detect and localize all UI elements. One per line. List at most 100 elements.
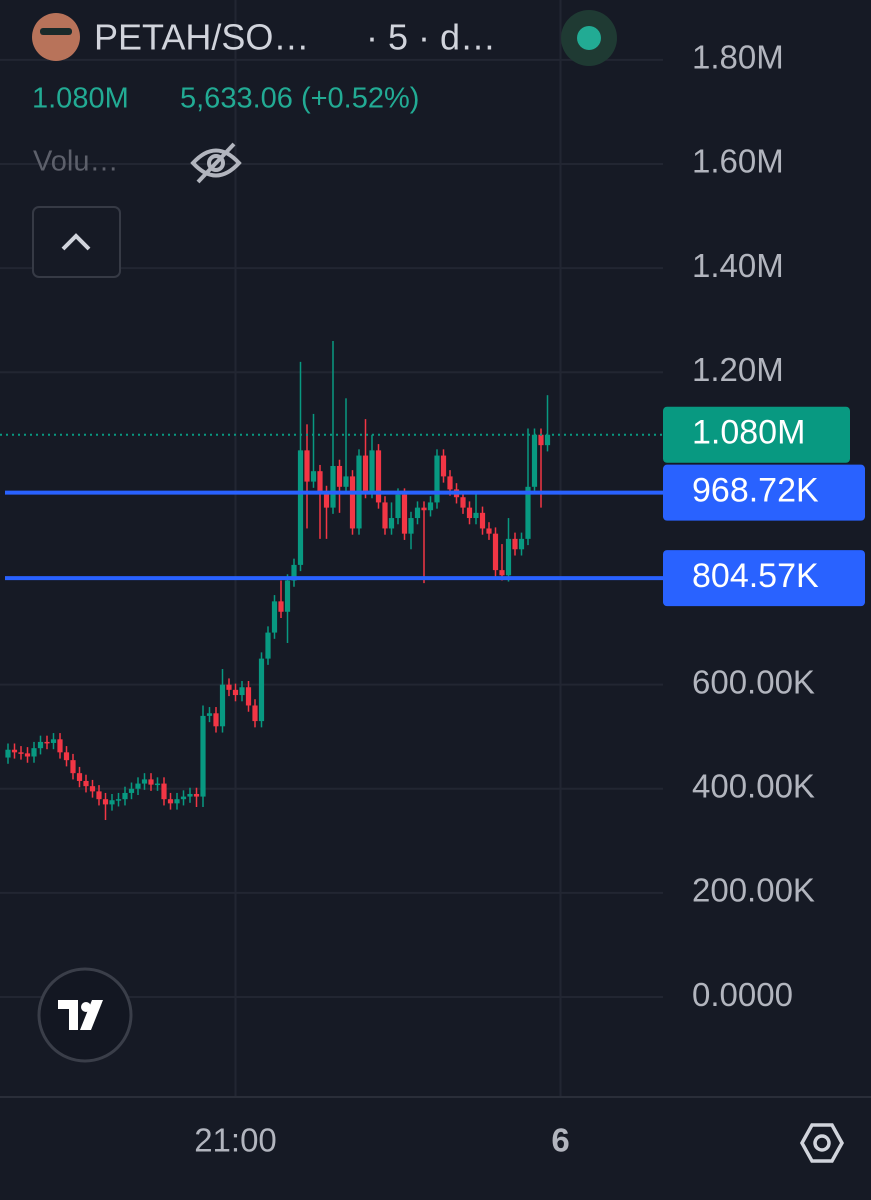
last-price-label: 1.080M xyxy=(692,414,805,452)
candle-body xyxy=(408,518,414,534)
candle-body xyxy=(434,455,440,503)
candle-body xyxy=(304,450,310,482)
candle-body xyxy=(525,486,531,539)
y-tick-label: 1.40M xyxy=(692,247,784,284)
candle-body xyxy=(76,773,83,781)
horizontal-line-label: 804.57K xyxy=(692,557,819,595)
candle-body xyxy=(486,528,492,534)
candle-body xyxy=(265,632,271,659)
candle-body xyxy=(460,497,466,508)
candle-body xyxy=(291,564,297,581)
chevron-up xyxy=(61,233,91,251)
candle-body xyxy=(375,450,382,503)
x-tick-label: 21:00 xyxy=(194,1122,277,1159)
candle-body xyxy=(362,455,369,493)
candle-body xyxy=(70,760,76,774)
candle-body xyxy=(44,741,50,744)
candle-body xyxy=(427,502,434,511)
candle-body xyxy=(297,450,304,565)
candle-body xyxy=(499,570,505,576)
candle-body xyxy=(128,788,135,793)
candle-body xyxy=(200,715,206,797)
candle-body xyxy=(5,749,11,758)
candle-body xyxy=(466,507,473,519)
tv-logo-dot xyxy=(81,1002,91,1012)
candle-body xyxy=(141,779,148,784)
candle-body xyxy=(252,705,258,722)
candle-body xyxy=(336,465,343,487)
candle-body xyxy=(323,492,330,508)
candle-body xyxy=(122,792,128,800)
candle-body xyxy=(232,689,239,696)
candle-body xyxy=(109,800,115,805)
avatar-glasses xyxy=(40,28,72,35)
horizontal-line-label: 968.72K xyxy=(692,472,819,510)
y-tick-label: 200.00K xyxy=(692,872,815,909)
y-tick-label: 400.00K xyxy=(692,767,815,804)
candle-body xyxy=(440,455,447,477)
candle-body xyxy=(180,796,187,800)
candle-body xyxy=(193,793,200,797)
candle-body xyxy=(11,749,18,753)
candle-body xyxy=(388,518,395,529)
candle-body xyxy=(284,580,291,612)
candle-body xyxy=(115,799,122,801)
y-tick-label: 1.20M xyxy=(692,351,784,388)
candle-body xyxy=(96,791,102,800)
candle-body xyxy=(369,450,375,493)
candle-body xyxy=(505,538,512,576)
horizontal-line-box xyxy=(663,550,865,607)
settings-icon[interactable] xyxy=(799,1123,845,1163)
last-price-box xyxy=(663,406,850,463)
x-tick-label: 6 xyxy=(551,1122,569,1159)
symbol-avatar xyxy=(32,13,80,61)
candle-body xyxy=(167,799,174,804)
candle-body xyxy=(245,687,252,706)
candle-body xyxy=(278,601,284,612)
candle-body xyxy=(492,533,499,571)
candle-body xyxy=(421,507,427,511)
candle-body xyxy=(401,494,408,534)
y-tick-label: 600.00K xyxy=(692,663,815,700)
candle-body xyxy=(258,658,265,722)
indicator-name[interactable]: Volu… xyxy=(33,146,118,178)
candle-body xyxy=(102,799,109,805)
y-tick-label: 1.60M xyxy=(692,143,784,180)
y-tick-label: 1.80M xyxy=(692,39,784,76)
candle-body xyxy=(24,753,31,757)
candle-body xyxy=(206,713,213,716)
candle-body xyxy=(89,786,96,792)
collapse-button[interactable] xyxy=(32,206,121,278)
horizontal-line-box xyxy=(663,464,865,521)
candle-body xyxy=(63,752,70,761)
candle-body xyxy=(538,434,544,446)
candle-body xyxy=(31,748,37,757)
candle-body xyxy=(310,471,317,482)
candle-body xyxy=(187,793,193,797)
candle-body xyxy=(330,465,336,508)
candle-body xyxy=(447,476,453,490)
candle-body xyxy=(544,434,551,446)
candle-body xyxy=(518,538,525,550)
interval[interactable]: · 5 · d… xyxy=(366,17,496,58)
candle-body xyxy=(50,739,57,743)
last-price: 1.080M xyxy=(32,83,129,115)
price-change: 5,633.06 (+0.52%) xyxy=(180,83,419,115)
candle-body xyxy=(473,512,479,519)
hide-icon[interactable] xyxy=(190,142,242,184)
candle-body xyxy=(343,476,349,487)
tv-logo-mark xyxy=(58,1000,103,1030)
candle-body xyxy=(154,783,161,786)
candle-body xyxy=(349,476,356,529)
candle-body xyxy=(18,752,24,754)
candle-body xyxy=(382,502,388,529)
candle-body xyxy=(219,684,226,727)
candle-body xyxy=(135,783,141,789)
candle-body xyxy=(512,538,518,550)
candle-body xyxy=(148,779,154,785)
tv-logo[interactable] xyxy=(37,967,133,1063)
candle-body xyxy=(57,739,63,753)
candle-body xyxy=(239,687,245,696)
symbol[interactable]: PETAH/SO… xyxy=(94,17,309,58)
